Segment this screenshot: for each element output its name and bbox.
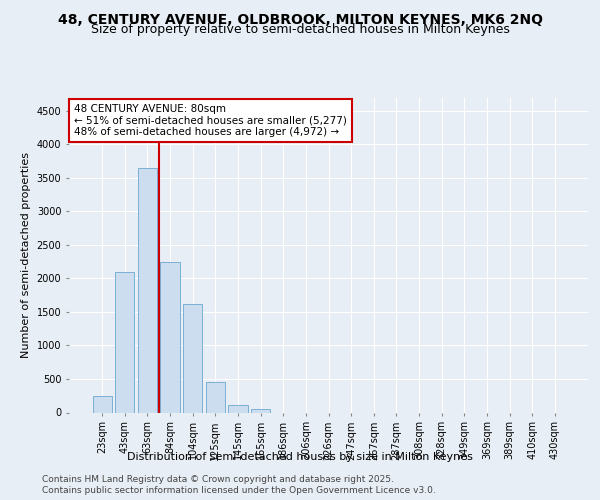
Bar [183,304,202,412]
Text: Contains HM Land Registry data © Crown copyright and database right 2025.: Contains HM Land Registry data © Crown c… [42,475,394,484]
Text: Contains public sector information licensed under the Open Government Licence v3: Contains public sector information licen… [42,486,436,495]
Text: Size of property relative to semi-detached houses in Milton Keynes: Size of property relative to semi-detach… [91,22,509,36]
Bar [115,272,134,412]
Bar [251,409,270,412]
Bar [138,168,157,412]
Bar [160,262,180,412]
Text: Distribution of semi-detached houses by size in Milton Keynes: Distribution of semi-detached houses by … [127,452,473,462]
Text: 48, CENTURY AVENUE, OLDBROOK, MILTON KEYNES, MK6 2NQ: 48, CENTURY AVENUE, OLDBROOK, MILTON KEY… [58,12,542,26]
Y-axis label: Number of semi-detached properties: Number of semi-detached properties [21,152,31,358]
Text: 48 CENTURY AVENUE: 80sqm
← 51% of semi-detached houses are smaller (5,277)
48% o: 48 CENTURY AVENUE: 80sqm ← 51% of semi-d… [74,104,347,137]
Bar [229,406,248,412]
Bar [92,396,112,412]
Bar [206,382,225,412]
